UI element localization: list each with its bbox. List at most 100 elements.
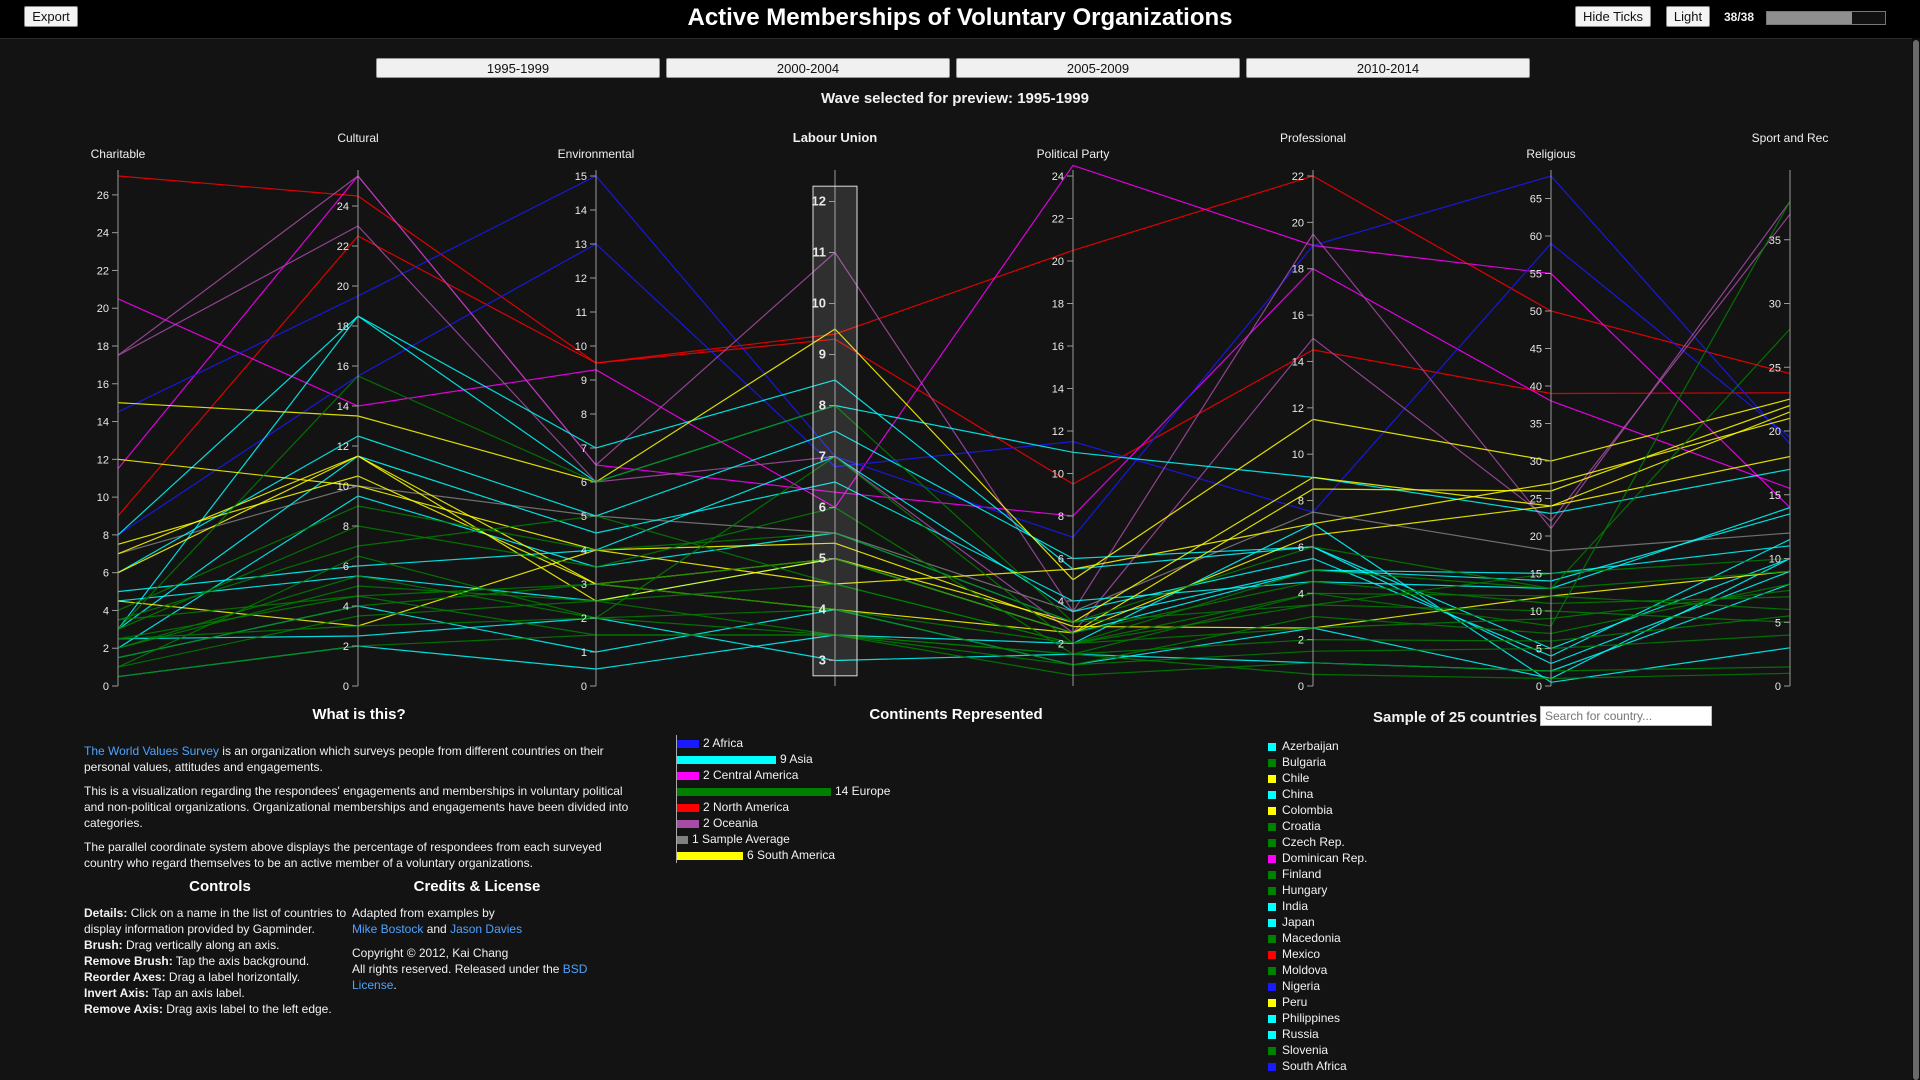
continent-legend-item[interactable]: 2 Oceania (677, 815, 977, 831)
hide-ticks-button[interactable]: Hide Ticks (1575, 6, 1651, 27)
series-line[interactable] (117, 411, 1791, 623)
control-text: Drag a label horizontally. (165, 970, 301, 984)
mike-bostock-link[interactable]: Mike Bostock (352, 922, 424, 936)
series-line[interactable] (117, 201, 1791, 649)
wave-button-1995-1999[interactable]: 1995-1999 (376, 58, 660, 78)
continent-legend-item[interactable]: 2 Central America (677, 767, 977, 783)
series-lines (117, 164, 1791, 683)
country-search-input[interactable] (1540, 706, 1712, 726)
wave-button-2005-2009[interactable]: 2005-2009 (956, 58, 1240, 78)
tick-label: 12 (337, 441, 349, 453)
series-line[interactable] (117, 523, 1791, 683)
series-line[interactable] (117, 417, 1791, 585)
country-color-swatch (1268, 774, 1276, 783)
axis-title[interactable]: Political Party (1037, 147, 1110, 161)
series-line[interactable] (117, 175, 1791, 613)
country-list-item[interactable]: Slovenia (1268, 1042, 1528, 1058)
world-values-survey-link[interactable]: The World Values Survey (84, 744, 219, 758)
country-list-item[interactable]: Czech Rep. (1268, 834, 1528, 850)
jason-davies-link[interactable]: Jason Davies (450, 922, 523, 936)
series-line[interactable] (117, 455, 1791, 657)
axis-title[interactable]: Religious (1526, 147, 1575, 161)
tick-label: 3 (581, 579, 587, 591)
series-line[interactable] (117, 430, 1791, 665)
axis-title[interactable]: Sport and Rec (1752, 131, 1829, 145)
wave-button-2010-2014[interactable]: 2010-2014 (1246, 58, 1530, 78)
country-list-item[interactable]: Philippines (1268, 1010, 1528, 1026)
light-theme-button[interactable]: Light (1666, 6, 1710, 27)
series-line[interactable] (117, 595, 1791, 680)
series-line[interactable] (117, 634, 1791, 678)
render-progress-bar (1766, 11, 1886, 25)
axis-brush[interactable] (812, 185, 858, 677)
axis-title[interactable]: Professional (1280, 131, 1346, 145)
country-name: Peru (1282, 995, 1308, 1009)
axis-title[interactable]: Charitable (91, 147, 146, 161)
series-line[interactable] (117, 164, 1791, 509)
country-list-item[interactable]: Nigeria (1268, 978, 1528, 994)
continent-legend-item[interactable]: 6 South America (677, 847, 977, 863)
country-list-item[interactable]: Russia (1268, 1026, 1528, 1042)
country-list-item[interactable]: Chile (1268, 770, 1528, 786)
scrollbar-thumb[interactable] (1913, 40, 1919, 1080)
axis-professional: 0 2 4 6 8 10 12 14 16 18 20 22 Professional (1280, 131, 1346, 693)
continent-legend-item[interactable]: 2 North America (677, 799, 977, 815)
country-color-swatch (1268, 790, 1276, 799)
series-line[interactable] (117, 506, 1791, 655)
series-line[interactable] (117, 485, 1791, 613)
series-line[interactable] (117, 315, 1791, 650)
series-line[interactable] (117, 455, 1791, 634)
country-name: South Africa (1282, 1059, 1347, 1073)
continent-legend-item[interactable]: 14 Europe (677, 783, 977, 799)
bsd-license-link[interactable]: BSD License (352, 962, 588, 992)
country-list-item[interactable]: Azerbaijan (1268, 738, 1528, 754)
tick-label: 2 (581, 613, 587, 625)
control-key: Details: (84, 906, 128, 920)
rendered-count: 38/38 (1724, 10, 1755, 24)
series-line[interactable] (117, 328, 1791, 581)
tick-label: 8 (819, 398, 826, 413)
country-list-item[interactable]: Moldova (1268, 962, 1528, 978)
series-line[interactable] (117, 235, 1791, 517)
series-line[interactable] (117, 175, 1791, 539)
tick-label: 12 (812, 194, 826, 209)
country-list-item[interactable]: Bulgaria (1268, 754, 1528, 770)
country-list-item[interactable]: Japan (1268, 914, 1528, 930)
country-color-swatch (1268, 838, 1276, 847)
continent-legend-item[interactable]: 9 Asia (677, 751, 977, 767)
country-list-item[interactable]: Peru (1268, 994, 1528, 1010)
series-line[interactable] (117, 455, 1791, 630)
series-line[interactable] (117, 600, 1791, 668)
country-list-item[interactable]: Hungary (1268, 882, 1528, 898)
country-list-item[interactable]: Dominican Rep. (1268, 850, 1528, 866)
series-line[interactable] (117, 515, 1791, 645)
country-list-item[interactable]: Colombia (1268, 802, 1528, 818)
continent-label: 9 Asia (780, 752, 813, 766)
page-scrollbar[interactable] (1912, 38, 1920, 1080)
country-color-swatch (1268, 854, 1276, 863)
export-button[interactable]: Export (24, 6, 78, 27)
series-line[interactable] (117, 555, 1791, 668)
country-list-item[interactable]: Macedonia (1268, 930, 1528, 946)
country-list-item[interactable]: South Africa (1268, 1058, 1528, 1074)
country-list-item[interactable]: China (1268, 786, 1528, 802)
series-line[interactable] (117, 315, 1791, 536)
axis-title[interactable]: Labour Union (793, 130, 878, 145)
tick-label: 16 (337, 361, 349, 373)
series-line[interactable] (117, 505, 1791, 623)
series-line[interactable] (117, 328, 1791, 630)
control-text: Drag vertically along an axis. (122, 938, 280, 952)
what-paragraph-1-text: is an organization which surveys people … (84, 744, 604, 774)
controls-panel: Controls Details: Click on a name in the… (84, 878, 356, 1017)
axis-title[interactable]: Environmental (558, 147, 635, 161)
wave-button-2000-2004[interactable]: 2000-2004 (666, 58, 950, 78)
continent-legend-item[interactable]: 1 Sample Average (677, 831, 977, 847)
country-list-item[interactable]: India (1268, 898, 1528, 914)
axis-title[interactable]: Cultural (337, 131, 378, 145)
continent-legend-item[interactable]: 2 Africa (677, 735, 977, 751)
control-key: Brush: (84, 938, 123, 952)
country-list-item[interactable]: Finland (1268, 866, 1528, 882)
tick-label: 55 (1530, 269, 1542, 281)
country-list-item[interactable]: Croatia (1268, 818, 1528, 834)
country-list-item[interactable]: Mexico (1268, 946, 1528, 962)
